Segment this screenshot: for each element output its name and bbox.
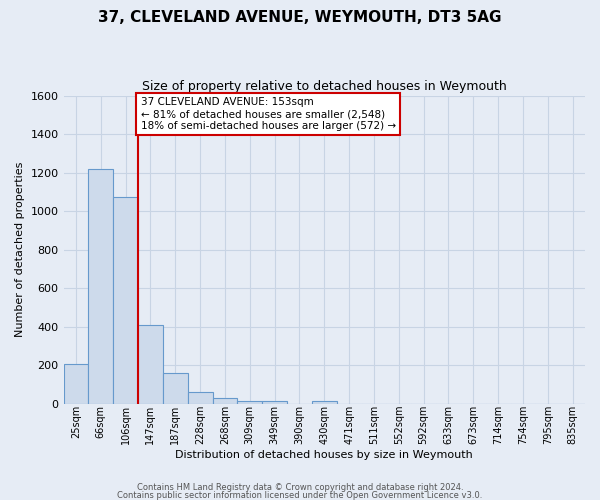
Bar: [188, 392, 212, 404]
Bar: [262, 401, 287, 404]
Bar: [212, 398, 238, 404]
Bar: [138, 324, 163, 404]
Text: Contains public sector information licensed under the Open Government Licence v3: Contains public sector information licen…: [118, 491, 482, 500]
Bar: [163, 373, 188, 404]
Text: Contains HM Land Registry data © Crown copyright and database right 2024.: Contains HM Land Registry data © Crown c…: [137, 484, 463, 492]
Title: Size of property relative to detached houses in Weymouth: Size of property relative to detached ho…: [142, 80, 506, 93]
Text: 37 CLEVELAND AVENUE: 153sqm
← 81% of detached houses are smaller (2,548)
18% of : 37 CLEVELAND AVENUE: 153sqm ← 81% of det…: [140, 98, 395, 130]
Bar: [113, 196, 138, 404]
X-axis label: Distribution of detached houses by size in Weymouth: Distribution of detached houses by size …: [175, 450, 473, 460]
Text: 37, CLEVELAND AVENUE, WEYMOUTH, DT3 5AG: 37, CLEVELAND AVENUE, WEYMOUTH, DT3 5AG: [98, 10, 502, 25]
Bar: [88, 168, 113, 404]
Bar: [64, 364, 88, 404]
Bar: [238, 401, 262, 404]
Y-axis label: Number of detached properties: Number of detached properties: [15, 162, 25, 337]
Bar: [312, 401, 337, 404]
